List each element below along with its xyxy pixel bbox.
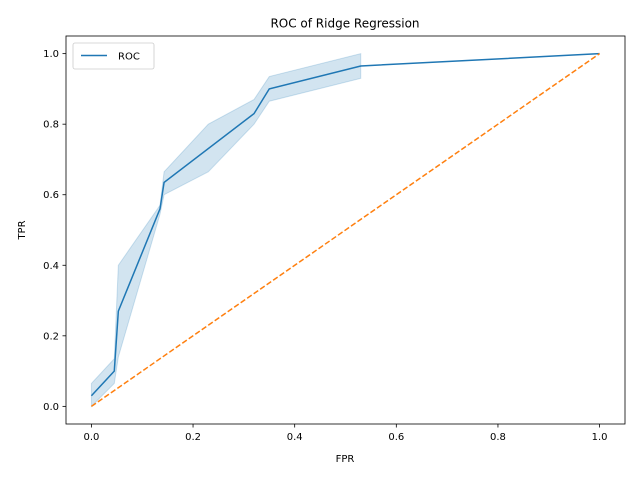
y-tick-label: 1.0 [43, 49, 59, 60]
y-axis-title: TPR [17, 220, 28, 240]
series-line-layer [90, 52, 601, 407]
x-tick-label: 0.0 [83, 432, 99, 443]
chart-title: ROC of Ridge Regression [270, 17, 419, 31]
series-0-point-2 [118, 311, 119, 312]
plot-frame [65, 35, 626, 425]
y-tick-label: 0.8 [43, 120, 59, 131]
series-1-point-1 [599, 53, 600, 54]
x-tick-label: 0.4 [287, 432, 303, 443]
x-tick-label: 0.6 [388, 432, 404, 443]
confidence-band-layer [90, 52, 362, 408]
x-tick-label: 0.8 [490, 432, 506, 443]
series-0-point-0 [91, 395, 92, 396]
x-tick-label: 0.2 [185, 432, 201, 443]
series-1-point-0 [91, 406, 92, 407]
y-tick-label: 0.4 [43, 261, 59, 272]
series-0-point-7 [360, 65, 361, 66]
series-0-point-1 [114, 370, 115, 371]
series-0-line [90, 52, 600, 397]
y-axis: 0.0 0.2 0.4 0.6 0.8 1.0 [43, 49, 66, 413]
y-tick-label: 0.0 [43, 402, 59, 413]
legend-label-roc: ROC [118, 52, 140, 63]
series-0-point-4 [163, 182, 164, 183]
y-tick-label: 0.6 [43, 190, 59, 201]
series-0-point-3 [159, 208, 160, 209]
legend: ROC [72, 42, 155, 70]
legend-box [72, 42, 155, 70]
series-0-point-6 [269, 88, 270, 89]
series-1-line [90, 53, 601, 407]
series-0-confidence-band [90, 52, 362, 408]
x-tick-label: 1.0 [592, 432, 608, 443]
y-tick-label: 0.2 [43, 331, 59, 342]
x-axis-title: FPR [336, 454, 355, 465]
series-0-point-5 [253, 113, 254, 114]
x-axis: 0.0 0.2 0.4 0.6 0.8 1.0 [83, 424, 608, 443]
